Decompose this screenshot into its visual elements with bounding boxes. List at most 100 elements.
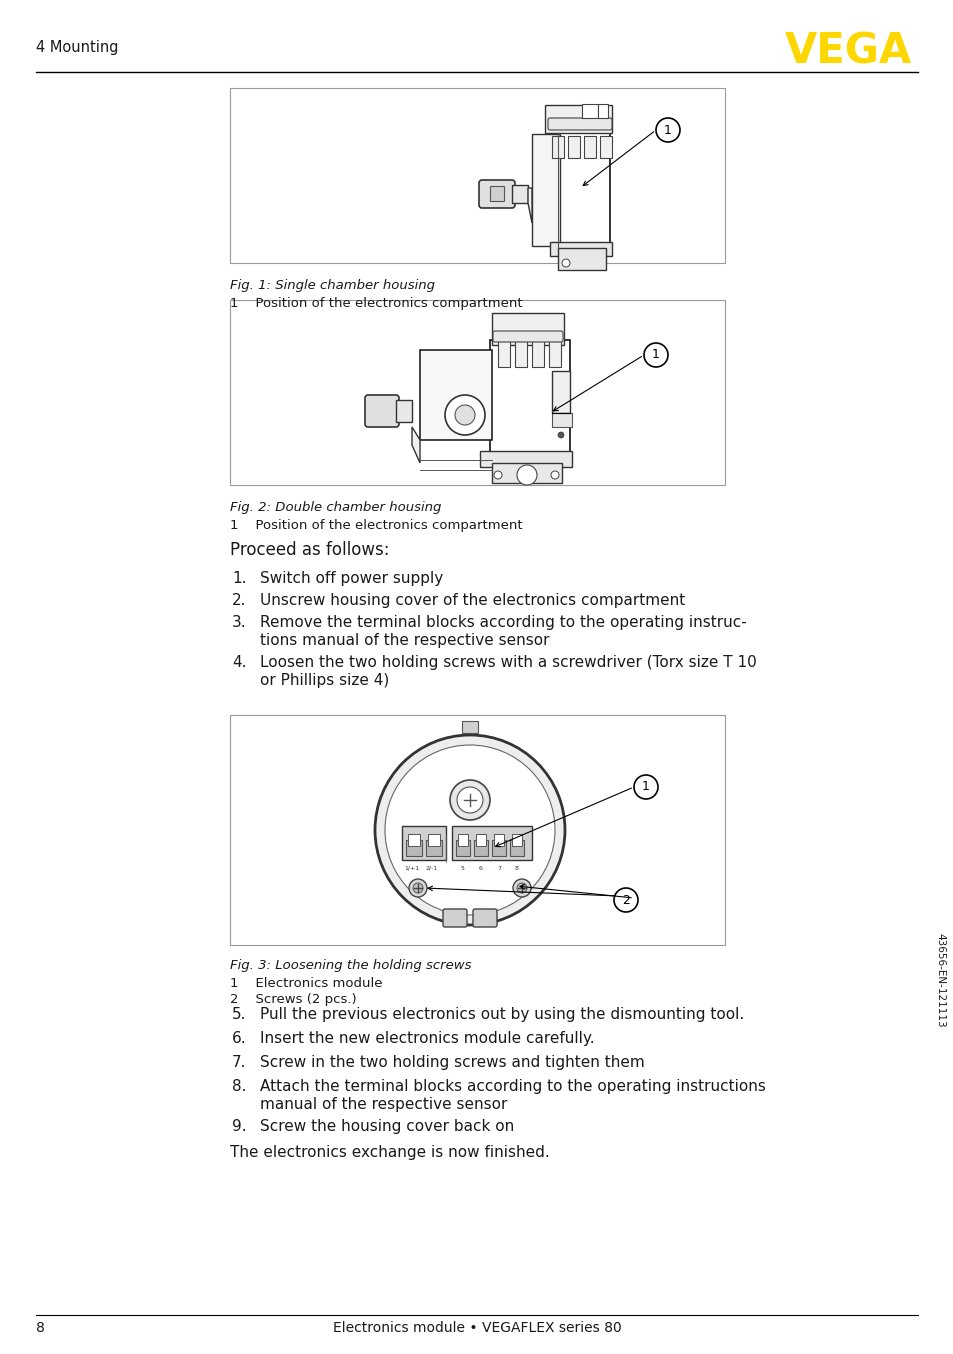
Text: 4 Mounting: 4 Mounting [36,41,118,56]
Bar [490,340,569,455]
Text: 2: 2 [621,894,629,906]
Bar [552,135,563,158]
Bar [550,242,612,256]
Text: 3.: 3. [232,615,247,630]
Text: Remove the terminal blocks according to the operating instruc-: Remove the terminal blocks according to … [260,615,746,630]
Polygon shape [527,188,532,223]
FancyBboxPatch shape [365,395,398,427]
Text: 1    Position of the electronics compartment: 1 Position of the electronics compartmen… [230,519,522,532]
Bar [457,834,468,846]
Text: Fig. 3: Loosening the holding screws: Fig. 3: Loosening the holding screws [230,959,471,972]
Bar [497,341,510,367]
FancyBboxPatch shape [547,118,612,130]
Bar [583,135,596,158]
Circle shape [444,395,484,435]
Text: Fig. 2: Double chamber housing: Fig. 2: Double chamber housing [230,501,441,515]
Text: 1: 1 [663,123,671,137]
Text: 6: 6 [478,867,482,871]
FancyBboxPatch shape [442,909,467,927]
Bar [476,834,485,846]
Text: 2.: 2. [232,593,246,608]
Text: 43656-EN-121113: 43656-EN-121113 [934,933,944,1028]
Text: 7.: 7. [232,1055,246,1070]
Circle shape [450,780,490,821]
Circle shape [558,432,563,437]
Bar [461,720,477,733]
Bar [567,135,579,158]
Text: 4.: 4. [232,655,246,670]
Text: 2    Screws (2 pcs.): 2 Screws (2 pcs.) [230,992,356,1006]
Bar [230,88,724,263]
Circle shape [656,118,679,142]
Bar [494,834,503,846]
Bar [230,715,724,945]
Bar [492,463,561,483]
Text: 8.: 8. [232,1079,246,1094]
Text: or Phillips size 4): or Phillips size 4) [260,673,389,688]
Text: Screw in the two holding screws and tighten them: Screw in the two holding screws and tigh… [260,1055,644,1070]
Bar [558,130,609,250]
Circle shape [634,774,658,799]
Circle shape [385,745,555,915]
Bar [474,839,488,856]
Text: 1: 1 [652,348,659,362]
Bar [515,341,526,367]
Bar [558,248,605,269]
Text: Switch off power supply: Switch off power supply [260,571,443,586]
Text: 8: 8 [36,1322,45,1335]
Text: Insert the new electronics module carefully.: Insert the new electronics module carefu… [260,1030,594,1047]
Bar [512,834,521,846]
Text: Electronics module • VEGAFLEX series 80: Electronics module • VEGAFLEX series 80 [333,1322,620,1335]
Polygon shape [412,427,419,463]
Bar [490,185,503,200]
Circle shape [494,471,501,479]
Text: The electronics exchange is now finished.: The electronics exchange is now finished… [230,1145,549,1160]
Circle shape [456,787,482,812]
Bar [599,135,612,158]
Circle shape [513,879,531,896]
Bar [510,839,523,856]
Bar [479,451,572,467]
Circle shape [409,879,427,896]
Circle shape [517,883,526,894]
Text: Loosen the two holding screws with a screwdriver (Torx size T 10: Loosen the two holding screws with a scr… [260,655,756,670]
FancyBboxPatch shape [478,180,515,209]
Bar [532,341,543,367]
Text: Proceed as follows:: Proceed as follows: [230,542,389,559]
Bar [428,834,439,846]
Text: 6.: 6. [232,1030,247,1047]
FancyBboxPatch shape [493,330,562,343]
Text: 1    Electronics module: 1 Electronics module [230,978,382,990]
Bar [452,826,532,860]
Circle shape [455,405,475,425]
Bar [548,341,560,367]
Text: 1.: 1. [232,571,246,586]
Circle shape [614,888,638,913]
Text: 7: 7 [497,867,500,871]
Bar [406,839,421,856]
Bar [512,185,527,203]
Text: 5: 5 [460,867,464,871]
Text: 1    Position of the electronics compartment: 1 Position of the electronics compartmen… [230,297,522,310]
Circle shape [517,464,537,485]
Text: 8: 8 [515,867,518,871]
Text: VEGA: VEGA [784,30,911,72]
Bar [492,839,505,856]
Text: Unscrew housing cover of the electronics compartment: Unscrew housing cover of the electronics… [260,593,684,608]
Text: Fig. 1: Single chamber housing: Fig. 1: Single chamber housing [230,279,435,292]
Bar [492,313,563,345]
Text: 5.: 5. [232,1007,246,1022]
Bar [230,301,724,485]
Bar [419,349,492,440]
Text: Screw the housing cover back on: Screw the housing cover back on [260,1118,514,1135]
Circle shape [561,259,569,267]
Bar [401,826,446,860]
Bar [581,104,598,118]
Text: Attach the terminal blocks according to the operating instructions: Attach the terminal blocks according to … [260,1079,765,1094]
FancyBboxPatch shape [473,909,497,927]
Circle shape [375,735,564,925]
Bar [544,106,612,133]
Text: manual of the respective sensor: manual of the respective sensor [260,1097,507,1112]
Bar [552,413,572,427]
Bar [532,134,559,246]
